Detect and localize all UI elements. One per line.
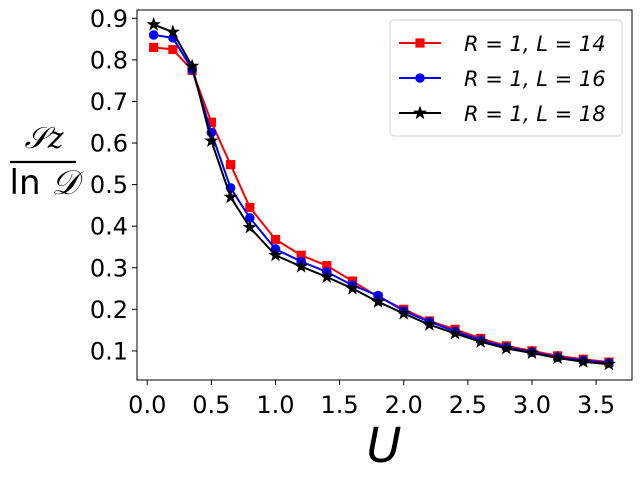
data-point xyxy=(146,17,161,31)
data-point xyxy=(473,334,488,348)
data-point xyxy=(322,261,332,271)
series-3 xyxy=(146,17,617,371)
data-point xyxy=(185,58,200,73)
y-tick-label: 0.8 xyxy=(90,46,128,74)
data-point xyxy=(319,269,334,283)
x-tick-label: 0.0 xyxy=(128,391,166,419)
x-tick-label: 2.5 xyxy=(449,391,487,419)
data-point xyxy=(206,117,216,127)
y-tick-label: 0.9 xyxy=(90,5,128,33)
legend-label: R = 1, L = 18 xyxy=(464,102,606,126)
data-point xyxy=(447,325,463,340)
axes: 0.0 0.5 1.0 1.5 2.0 2.5 3.0 3.5 0.1 0.2 0.3 0.4 0.5 0… xyxy=(90,5,633,419)
x-tick-label: 2.0 xyxy=(385,391,423,419)
data-point xyxy=(148,30,159,40)
legend-entry: R = 1, L = 16 xyxy=(399,67,606,91)
legend-entry: R = 1, L = 18 xyxy=(399,102,606,126)
legend-entry: R = 1, L = 14 xyxy=(399,32,606,56)
data-point xyxy=(524,345,540,360)
legend: R = 1, L = 14 R = 1, L = 16 R = 1, L = 18 xyxy=(389,19,623,137)
legend-marker xyxy=(412,105,428,120)
x-tick-label: 3.5 xyxy=(577,391,615,419)
data-point xyxy=(245,202,255,213)
y-tick-label: 0.3 xyxy=(90,254,128,282)
y-axis-label: 𝒮z ln 𝒟 xyxy=(10,121,85,203)
y-tick-label: 0.1 xyxy=(90,337,128,365)
x-axis-label: U xyxy=(366,418,401,474)
legend-marker xyxy=(415,73,425,83)
plot-marks xyxy=(146,17,617,371)
data-point xyxy=(223,189,238,204)
y-label-denominator: ln 𝒟 xyxy=(10,163,85,203)
y-tick-label: 0.4 xyxy=(90,213,128,241)
data-point xyxy=(245,213,255,223)
axis-labels: U 𝒮z ln 𝒟 xyxy=(10,121,402,474)
data-point xyxy=(345,281,360,295)
data-point xyxy=(294,259,309,273)
data-point xyxy=(242,219,257,234)
x-tick-label: 1.5 xyxy=(321,391,359,419)
data-point xyxy=(396,305,411,320)
data-point xyxy=(422,317,437,331)
data-point xyxy=(296,250,306,260)
x-tick-label: 0.5 xyxy=(192,391,230,419)
y-label-numerator: 𝒮z xyxy=(24,121,63,156)
data-point xyxy=(601,356,617,371)
y-label-symbol: 𝒟 xyxy=(51,163,84,203)
data-point xyxy=(165,24,181,39)
x-tick-label: 3.0 xyxy=(513,391,551,419)
plot-frame xyxy=(136,9,633,381)
data-point xyxy=(149,42,159,53)
data-point xyxy=(550,350,565,365)
data-point xyxy=(268,247,283,262)
data-point xyxy=(226,160,236,170)
data-point xyxy=(270,234,281,245)
legend-box xyxy=(389,19,623,137)
data-point xyxy=(576,354,591,368)
data-point xyxy=(168,44,178,55)
y-label-ln: ln xyxy=(10,163,52,203)
x-tick-label: 1.0 xyxy=(256,391,294,419)
y-tick-label: 0.7 xyxy=(90,88,128,116)
data-point xyxy=(370,294,386,308)
legend-label: R = 1, L = 14 xyxy=(464,32,606,56)
y-tick-label: 0.6 xyxy=(90,130,128,158)
y-tick-label: 0.2 xyxy=(90,296,128,324)
legend-marker xyxy=(415,38,425,48)
legend-label: R = 1, L = 16 xyxy=(464,67,606,91)
data-point xyxy=(499,340,514,355)
y-tick-label: 0.5 xyxy=(90,171,128,199)
data-point xyxy=(204,133,219,148)
